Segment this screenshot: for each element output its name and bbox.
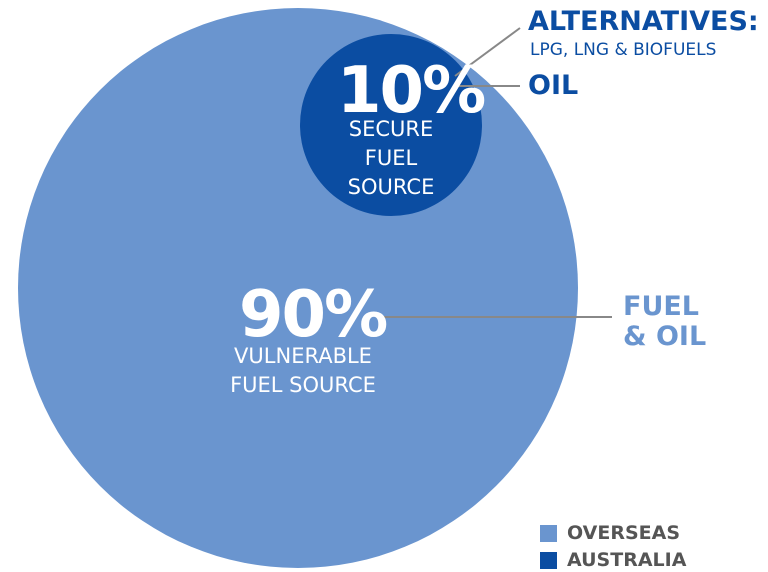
legend-swatch-overseas <box>540 524 557 542</box>
overseas-description: VULNERABLE FUEL SOURCE <box>203 342 403 400</box>
alternatives-title: ALTERNATIVES: <box>528 6 759 37</box>
australia-line-2: FUEL <box>364 146 418 170</box>
oil-callout: OIL <box>528 70 579 101</box>
overseas-line-1: VULNERABLE <box>234 344 372 368</box>
australia-line-3: SOURCE <box>347 175 435 199</box>
overseas-percentage: 90% <box>239 278 388 352</box>
fuel-oil-callout: FUEL & OIL <box>623 292 706 352</box>
alternatives-subtitle: LPG, LNG & BIOFUELS <box>530 40 717 60</box>
legend-swatch-australia <box>540 551 557 569</box>
fuel-oil-line-1: FUEL <box>623 291 700 322</box>
australia-description: SECURE FUEL SOURCE <box>331 115 451 202</box>
legend-label-overseas: OVERSEAS <box>567 522 681 544</box>
fuel-oil-line-2: & OIL <box>623 321 707 352</box>
legend-item-overseas: OVERSEAS <box>540 522 680 544</box>
leader-line-alternatives <box>454 27 521 77</box>
australia-percentage: 10% <box>337 54 486 128</box>
pie-slice-australia <box>300 34 482 216</box>
overseas-line-2: FUEL SOURCE <box>230 373 376 397</box>
legend-label-australia: AUSTRALIA <box>567 549 687 571</box>
legend-item-australia: AUSTRALIA <box>540 549 686 571</box>
australia-line-1: SECURE <box>348 117 434 141</box>
